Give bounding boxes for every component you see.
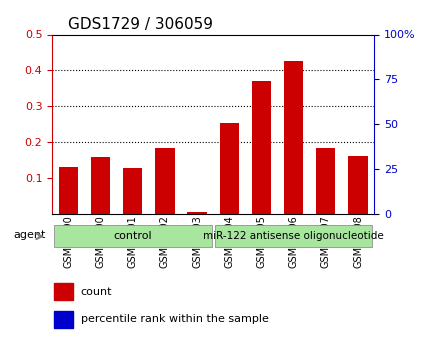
Bar [348, 156, 367, 214]
Bar [251, 81, 270, 214]
FancyBboxPatch shape [214, 226, 372, 247]
Bar [54, 283, 73, 300]
Text: agent: agent [13, 230, 45, 240]
Bar [59, 167, 78, 214]
Text: percentile rank within the sample: percentile rank within the sample [81, 315, 268, 324]
Bar [187, 212, 206, 214]
Text: miR-122 antisense oligonucleotide: miR-122 antisense oligonucleotide [203, 231, 383, 241]
Text: GDS1729 / 306059: GDS1729 / 306059 [68, 17, 213, 32]
Bar [54, 310, 73, 328]
Text: control: control [113, 231, 151, 241]
Text: count: count [81, 287, 112, 297]
Bar [283, 61, 302, 214]
Bar [91, 157, 110, 214]
Bar [219, 123, 238, 214]
Bar [123, 168, 142, 214]
Bar [316, 148, 335, 214]
FancyBboxPatch shape [54, 226, 211, 247]
Bar [155, 148, 174, 214]
